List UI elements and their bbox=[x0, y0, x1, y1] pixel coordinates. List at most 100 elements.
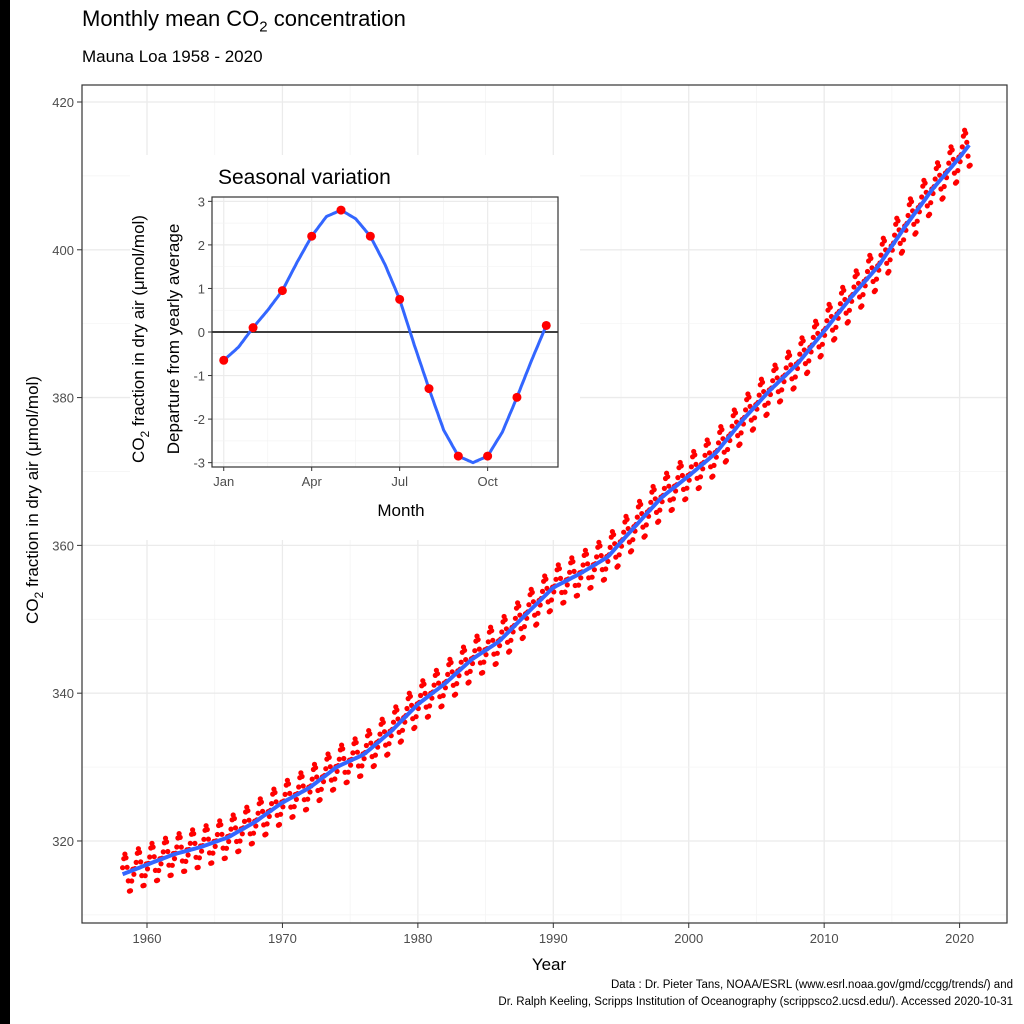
main-data-point bbox=[964, 139, 970, 145]
inset-data-point bbox=[483, 451, 493, 461]
main-x-tick-label: 2000 bbox=[674, 931, 703, 946]
main-data-point bbox=[696, 485, 702, 491]
main-data-point bbox=[665, 474, 671, 480]
main-data-point bbox=[750, 426, 757, 432]
main-data-point bbox=[899, 248, 906, 254]
main-data-point bbox=[692, 452, 698, 458]
main-data-point bbox=[914, 218, 920, 224]
main-data-point bbox=[574, 592, 581, 599]
main-data-point bbox=[508, 637, 514, 643]
main-y-axis-title: CO2 fraction in dry air (μmol/mol) bbox=[23, 376, 46, 624]
main-data-point bbox=[260, 808, 266, 815]
main-data-point bbox=[127, 888, 134, 894]
main-data-point bbox=[453, 691, 459, 697]
main-data-point bbox=[556, 566, 563, 572]
main-data-point bbox=[368, 740, 374, 746]
main-x-tick-label: 1970 bbox=[268, 931, 297, 946]
main-data-point bbox=[177, 834, 183, 841]
main-data-point bbox=[598, 553, 604, 559]
credit-line-1: Data : Dr. Pieter Tans, NOAA/ESRL (www.e… bbox=[610, 979, 1013, 991]
main-data-point bbox=[502, 617, 508, 623]
main-data-point bbox=[466, 679, 472, 685]
main-data-point bbox=[313, 765, 319, 771]
main-data-point bbox=[576, 582, 582, 588]
main-data-point bbox=[205, 836, 211, 842]
main-data-point bbox=[553, 576, 559, 582]
main-data-point bbox=[476, 646, 482, 652]
main-panel-border bbox=[81, 84, 1008, 924]
inset-data-point bbox=[453, 451, 463, 461]
data-credit: Data : Dr. Pieter Tans, NOAA/ESRL (www.e… bbox=[498, 977, 1013, 1011]
main-data-point bbox=[169, 862, 175, 868]
main-data-point bbox=[178, 844, 184, 850]
main-data-point bbox=[529, 589, 535, 596]
main-data-point bbox=[710, 473, 716, 479]
main-data-point bbox=[711, 462, 717, 468]
main-data-point bbox=[737, 441, 743, 447]
inset-y-tick-label: 0 bbox=[198, 325, 205, 340]
main-data-point bbox=[666, 483, 672, 489]
main-data-point bbox=[715, 440, 722, 446]
main-data-point bbox=[385, 751, 391, 757]
main-data-point bbox=[299, 773, 305, 780]
main-data-point bbox=[779, 387, 785, 393]
main-data-point bbox=[425, 713, 432, 719]
main-data-point bbox=[851, 284, 857, 290]
main-data-point bbox=[231, 815, 237, 822]
main-data-point bbox=[824, 318, 830, 324]
inset-y-tick-label: 2 bbox=[198, 238, 205, 253]
main-data-point bbox=[434, 671, 441, 677]
main-data-point bbox=[377, 731, 383, 737]
main-data-point bbox=[354, 749, 360, 755]
main-data-point bbox=[171, 856, 178, 862]
main-data-point bbox=[743, 407, 749, 413]
main-data-point bbox=[759, 379, 766, 385]
main-data-point bbox=[832, 336, 838, 342]
main-data-point bbox=[901, 237, 907, 243]
main-data-point bbox=[258, 799, 264, 805]
main-data-point bbox=[150, 844, 156, 850]
main-data-point bbox=[156, 867, 162, 874]
main-data-point bbox=[138, 859, 144, 865]
main-data-point bbox=[494, 650, 500, 656]
main-data-point bbox=[927, 211, 933, 217]
inset-data-point bbox=[336, 205, 346, 215]
main-data-point bbox=[670, 496, 677, 502]
main-data-point bbox=[683, 496, 689, 502]
main-x-tick-label: 2010 bbox=[810, 931, 839, 946]
main-data-point bbox=[669, 506, 675, 513]
main-data-point bbox=[678, 463, 684, 469]
main-data-point bbox=[693, 461, 699, 467]
main-data-point bbox=[928, 200, 934, 206]
main-data-point bbox=[394, 707, 400, 713]
main-data-point bbox=[232, 825, 239, 831]
main-data-point bbox=[250, 830, 257, 836]
main-data-point bbox=[390, 719, 397, 725]
main-data-point bbox=[535, 610, 541, 616]
main-data-point bbox=[269, 801, 275, 807]
main-data-point bbox=[638, 501, 644, 507]
main-data-point bbox=[607, 544, 613, 551]
main-data-point bbox=[174, 844, 180, 850]
main-data-point bbox=[219, 831, 225, 837]
main-data-point bbox=[249, 840, 255, 846]
main-data-point bbox=[124, 864, 130, 870]
inset-y-axis-title-line1: CO2 fraction in dry air (μmol/mol) bbox=[129, 215, 152, 463]
main-data-point bbox=[859, 303, 865, 309]
main-data-point bbox=[878, 252, 884, 258]
main-data-point bbox=[746, 394, 752, 400]
main-data-point bbox=[475, 637, 481, 643]
chart-page: Monthly mean CO2 concentration Mauna Loa… bbox=[10, 0, 1024, 1024]
main-data-point bbox=[547, 608, 554, 614]
main-data-point bbox=[895, 218, 901, 224]
main-data-point bbox=[363, 742, 369, 749]
main-data-point bbox=[472, 648, 478, 654]
main-data-point bbox=[629, 548, 635, 554]
main-data-point bbox=[932, 176, 938, 182]
main-data-point bbox=[359, 763, 365, 769]
main-data-point bbox=[872, 287, 879, 293]
main-y-tick-label: 320 bbox=[52, 834, 74, 849]
main-data-point bbox=[210, 850, 216, 856]
main-data-point bbox=[418, 692, 424, 699]
main-data-point bbox=[507, 648, 513, 654]
